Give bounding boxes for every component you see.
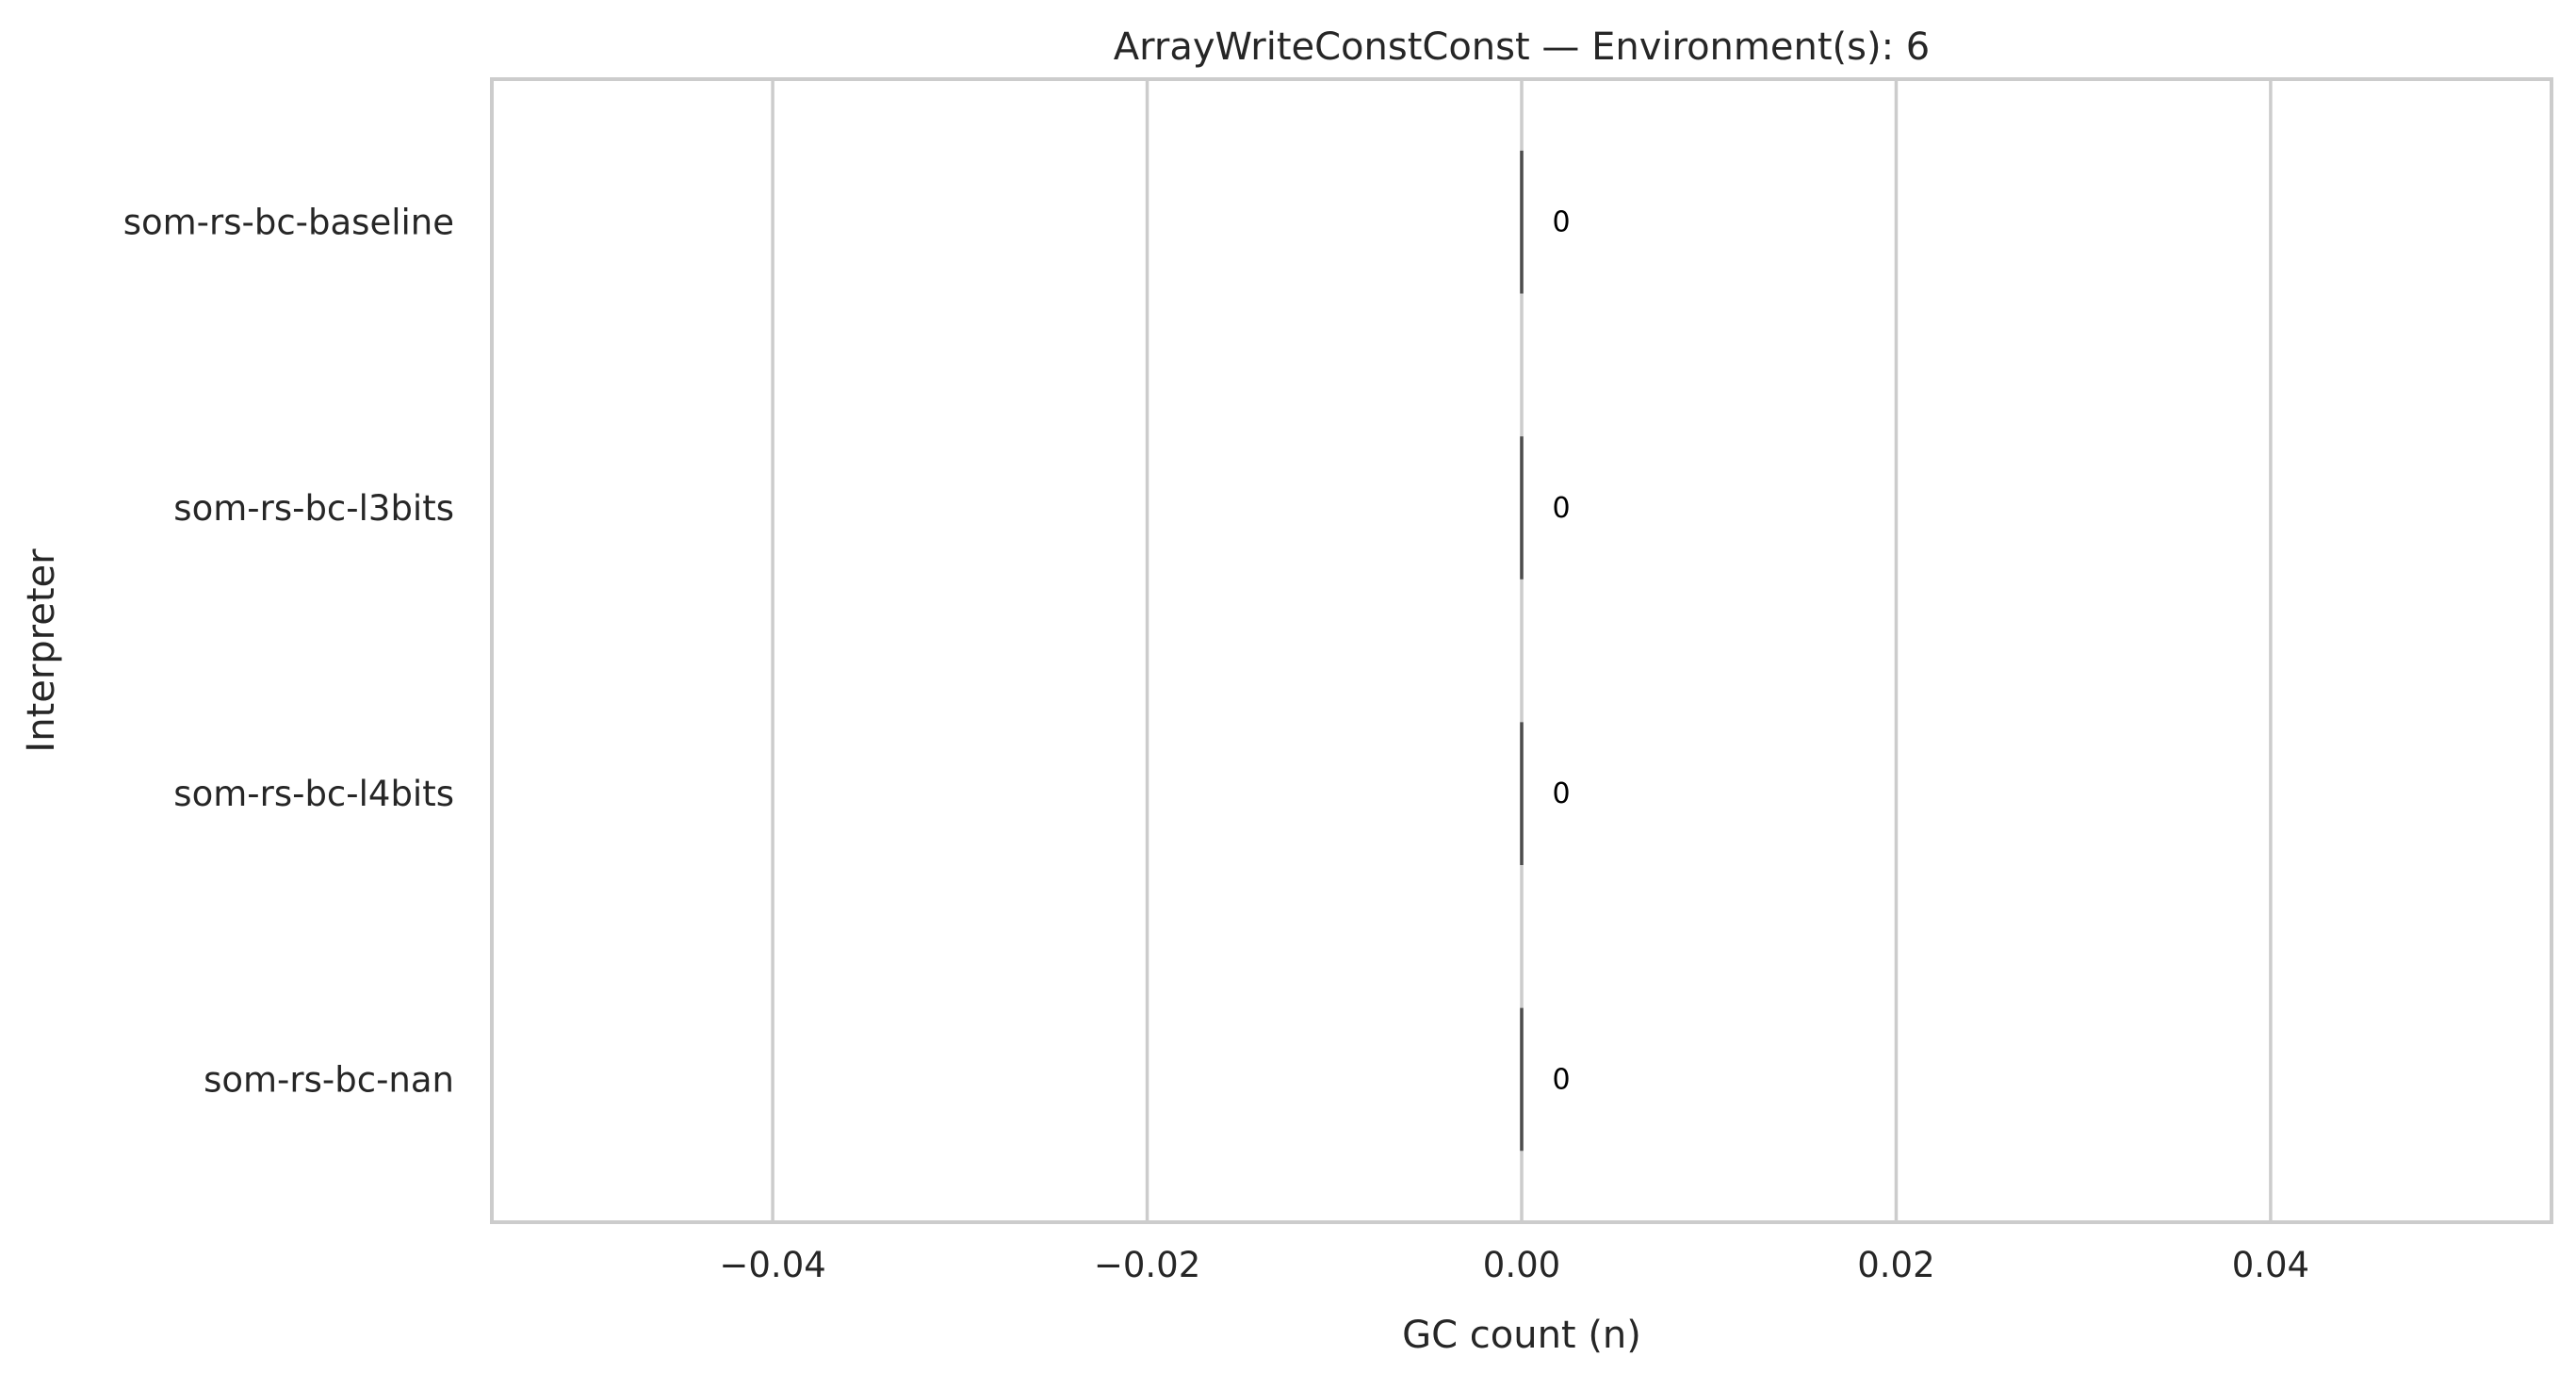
x-tick-labels: −0.04 −0.02 0.00 0.02 0.04 [719,1245,2309,1285]
y-tick-label: som-rs-bc-l3bits [173,488,454,529]
chart-title: ArrayWriteConstConst — Environment(s): 6 [1114,25,1930,69]
y-axis-label: Interpreter [20,548,63,753]
x-tick-label: 0.04 [2232,1245,2309,1285]
data-label: 0 [1552,777,1570,810]
data-label: 0 [1552,1063,1570,1096]
data-labels: 0 0 0 0 [1552,206,1570,1097]
x-tick-label: −0.02 [1094,1245,1200,1285]
y-tick-label: som-rs-bc-nan [204,1059,454,1100]
y-tick-label: som-rs-bc-baseline [123,203,454,243]
y-tick-label: som-rs-bc-l4bits [173,774,454,814]
x-tick-label: 0.00 [1483,1245,1560,1285]
data-label: 0 [1552,206,1570,239]
plot-frame [490,77,2553,1224]
x-axis-label: GC count (n) [1402,1314,1641,1357]
x-tick-label: 0.02 [1857,1245,1934,1285]
x-tick-label: −0.04 [719,1245,825,1285]
data-label: 0 [1552,492,1570,525]
y-tick-labels: som-rs-bc-baseline som-rs-bc-l3bits som-rs… [123,203,454,1101]
